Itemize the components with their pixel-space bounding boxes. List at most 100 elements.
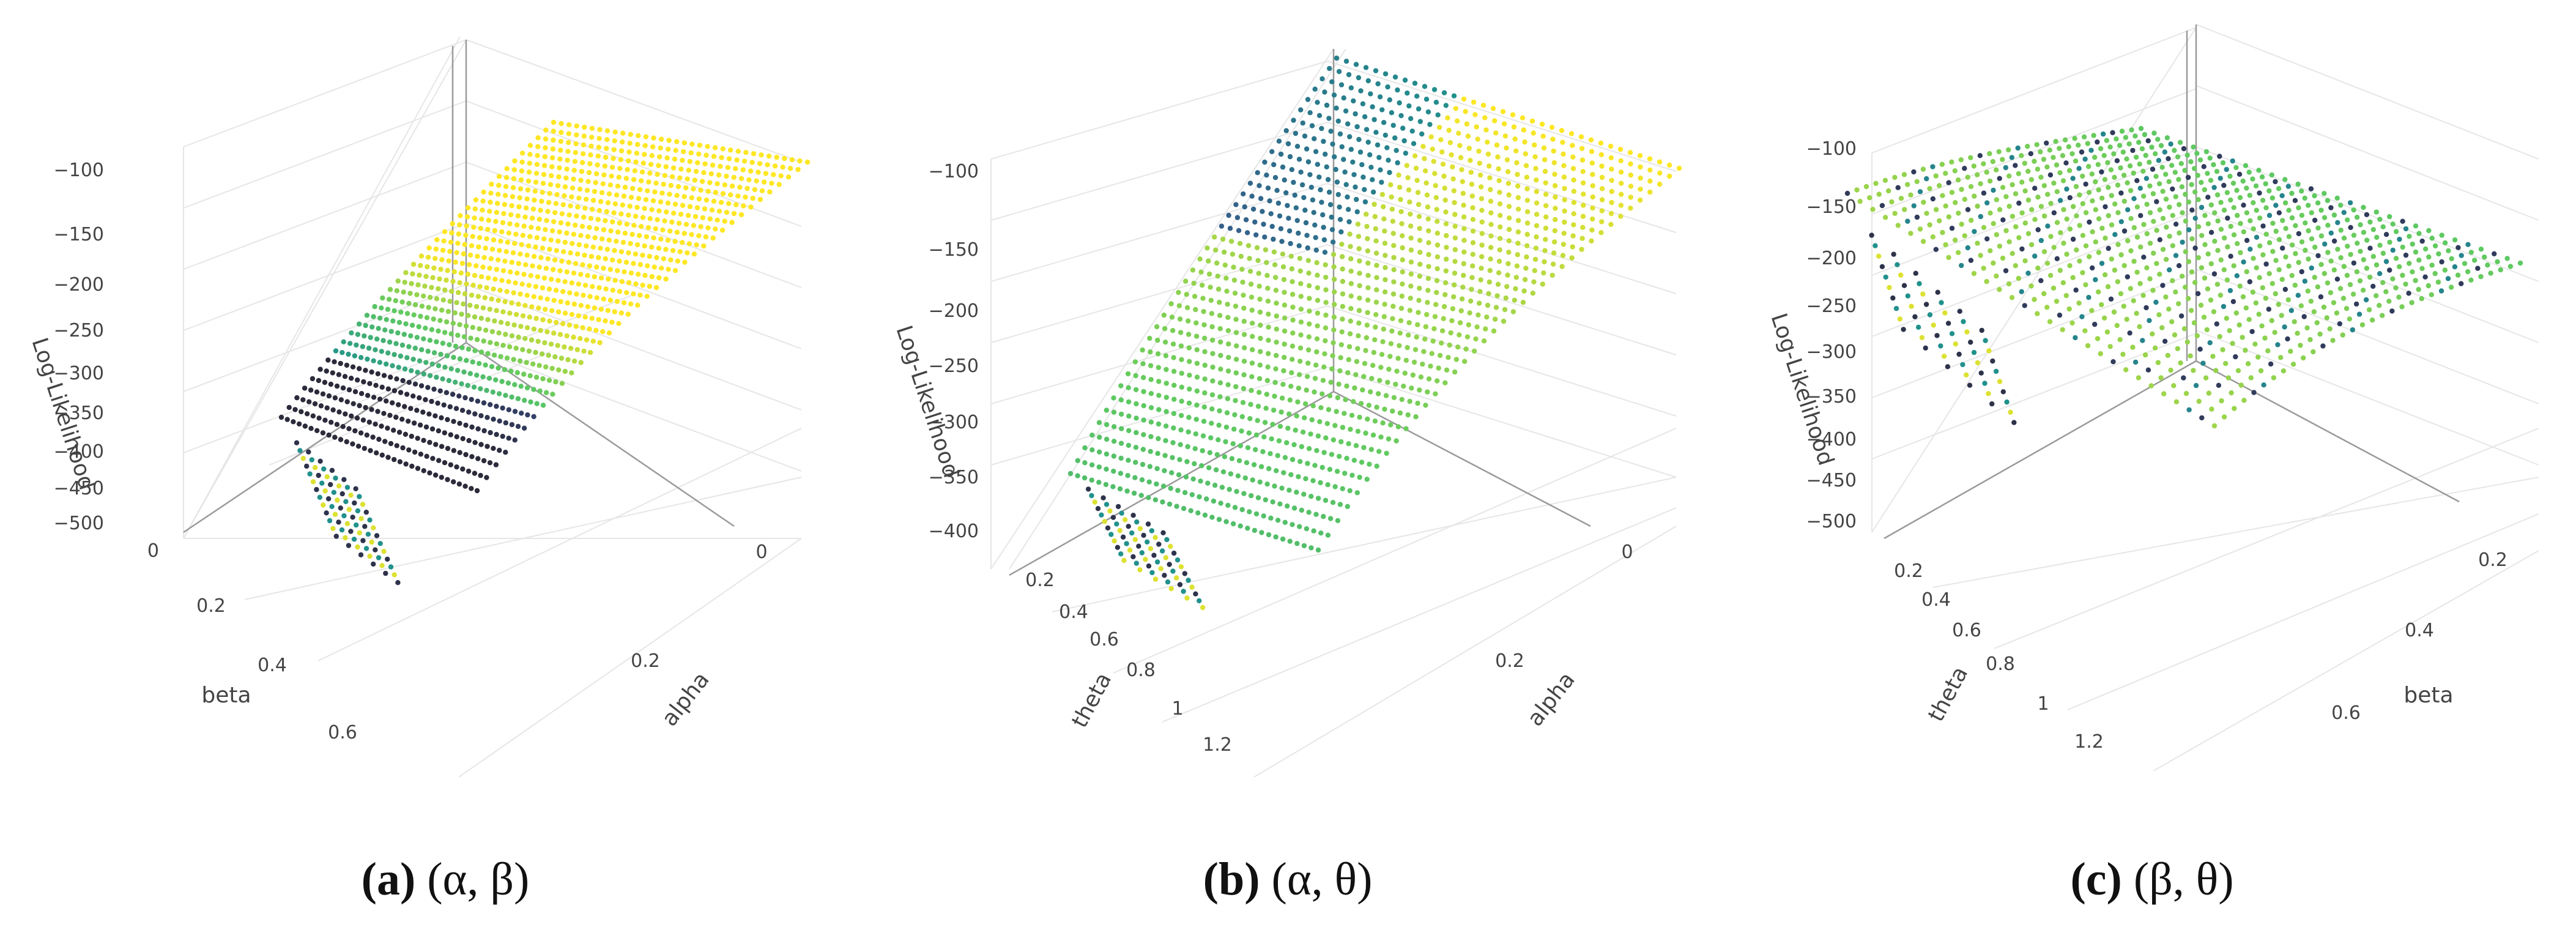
data-point: [392, 388, 398, 393]
data-point: [515, 213, 521, 218]
data-point: [2230, 158, 2235, 164]
data-point: [2181, 146, 2187, 152]
data-point: [478, 413, 484, 418]
data-point: [1362, 199, 1368, 205]
data-point: [1204, 496, 1209, 502]
data-point: [367, 517, 373, 523]
data-point: [2325, 223, 2331, 228]
data-point: [340, 350, 345, 355]
data-point: [1943, 203, 1948, 209]
data-point: [324, 368, 329, 374]
data-point: [2121, 228, 2128, 234]
data-point: [321, 466, 327, 472]
data-point: [1488, 233, 1494, 239]
data-point: [1444, 232, 1449, 239]
data-point: [1277, 501, 1283, 507]
data-point: [2138, 125, 2144, 132]
data-point: [1485, 140, 1490, 145]
data-point: [1210, 364, 1216, 370]
data-point: [507, 221, 513, 226]
data-point: [1175, 557, 1181, 563]
data-point: [1541, 270, 1546, 276]
data-point: [1162, 573, 1167, 578]
data-point: [2130, 344, 2136, 350]
data-point: [2225, 215, 2230, 221]
data-point: [1295, 399, 1301, 405]
data-point: [2096, 216, 2102, 221]
data-point: [2141, 221, 2147, 228]
data-point: [550, 146, 555, 152]
data-point: [536, 217, 543, 222]
data-point: [349, 413, 354, 419]
data-point: [573, 150, 578, 155]
data-point: [2067, 263, 2073, 269]
data-point: [525, 178, 532, 184]
data-point: [659, 266, 664, 271]
data-point: [2390, 276, 2396, 281]
data-point: [687, 158, 693, 165]
data-point: [416, 324, 421, 330]
data-point: [1468, 158, 1473, 163]
data-point: [2259, 174, 2265, 180]
data-point: [1390, 218, 1396, 224]
data-point: [1372, 418, 1378, 424]
data-point: [1141, 432, 1146, 437]
data-point: [2318, 207, 2324, 213]
data-point: [1336, 69, 1342, 75]
data-point: [1619, 192, 1624, 197]
panel-c-caption: (c) (β, θ): [2070, 854, 2233, 905]
data-point: [2353, 301, 2359, 307]
data-point: [1628, 161, 1633, 167]
data-point: [1133, 373, 1138, 379]
data-point: [1328, 128, 1334, 134]
data-point: [1579, 247, 1584, 252]
data-point: [637, 292, 643, 298]
data-point: [1997, 207, 2003, 212]
data-point: [1505, 169, 1511, 174]
data-point: [1299, 444, 1304, 450]
data-point: [1981, 190, 1987, 196]
data-point: [1263, 497, 1268, 503]
data-point: [580, 325, 585, 330]
data-point: [2108, 167, 2114, 173]
data-point: [631, 177, 637, 182]
data-point: [1417, 387, 1422, 393]
data-point: [2184, 339, 2190, 345]
data-point: [531, 387, 536, 392]
data-point: [1177, 316, 1183, 322]
data-point: [712, 145, 718, 151]
data-point: [431, 316, 436, 322]
data-point: [1289, 167, 1294, 173]
data-point: [582, 253, 587, 258]
data-point: [2168, 141, 2173, 147]
data-point: [1470, 205, 1475, 210]
data-point: [1552, 183, 1558, 188]
data-point: [548, 341, 554, 347]
data-point: [1857, 198, 1863, 204]
data-point: [716, 172, 722, 178]
data-point: [503, 420, 508, 426]
data-point: [1466, 146, 1472, 151]
data-point: [355, 332, 361, 337]
data-point: [1139, 550, 1145, 556]
data-point: [1441, 303, 1447, 310]
data-point: [2000, 157, 2005, 162]
data-point: [1275, 518, 1281, 523]
data-point: [1277, 213, 1283, 219]
panel-b-z-tick: −350: [929, 467, 979, 488]
data-point: [2093, 207, 2098, 212]
data-point: [2429, 262, 2435, 268]
data-point: [2220, 347, 2225, 352]
data-point: [1452, 212, 1458, 217]
data-point: [1194, 388, 1200, 394]
data-point: [541, 163, 547, 168]
data-point: [2279, 193, 2285, 198]
data-point: [1379, 352, 1385, 357]
data-point: [2263, 261, 2269, 267]
data-point: [2377, 242, 2383, 248]
data-point: [1570, 166, 1576, 171]
data-point: [1396, 173, 1401, 178]
data-point: [541, 275, 547, 281]
data-point: [2492, 251, 2497, 256]
data-point: [683, 185, 689, 191]
